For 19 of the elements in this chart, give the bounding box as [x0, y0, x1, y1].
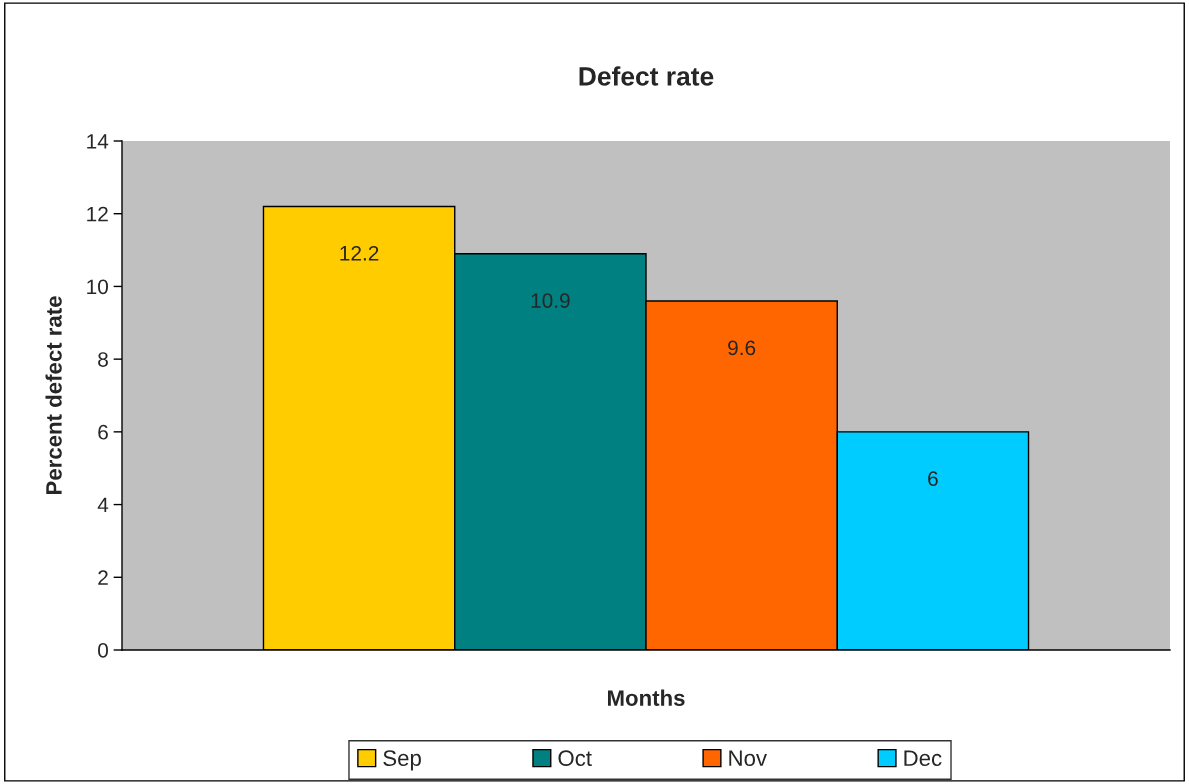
chart-title: Defect rate: [579, 66, 714, 86]
y-axis-title: Percent defect rate: [45, 296, 62, 495]
x-axis-title: Months: [607, 689, 685, 706]
y-tick-label: 2: [98, 570, 108, 585]
legend-label: Nov: [729, 750, 767, 767]
y-tick-label: 8: [98, 352, 108, 367]
y-tick-label: 4: [97, 497, 109, 513]
legend-label: Dec: [904, 750, 942, 767]
data-label: 6: [928, 471, 938, 487]
data-label: 10.9: [531, 293, 570, 308]
data-label: 12.2: [340, 245, 379, 261]
y-tick-label: 0: [98, 643, 108, 658]
y-tick-label: 12: [87, 206, 108, 222]
legend-label: Sep: [383, 750, 421, 771]
legend-label: Oct: [558, 750, 592, 767]
y-tick-label: 10: [87, 279, 108, 295]
y-tick-label: 6: [98, 424, 108, 440]
data-label: 9.6: [728, 340, 756, 356]
y-tick-label: 14: [87, 134, 109, 149]
